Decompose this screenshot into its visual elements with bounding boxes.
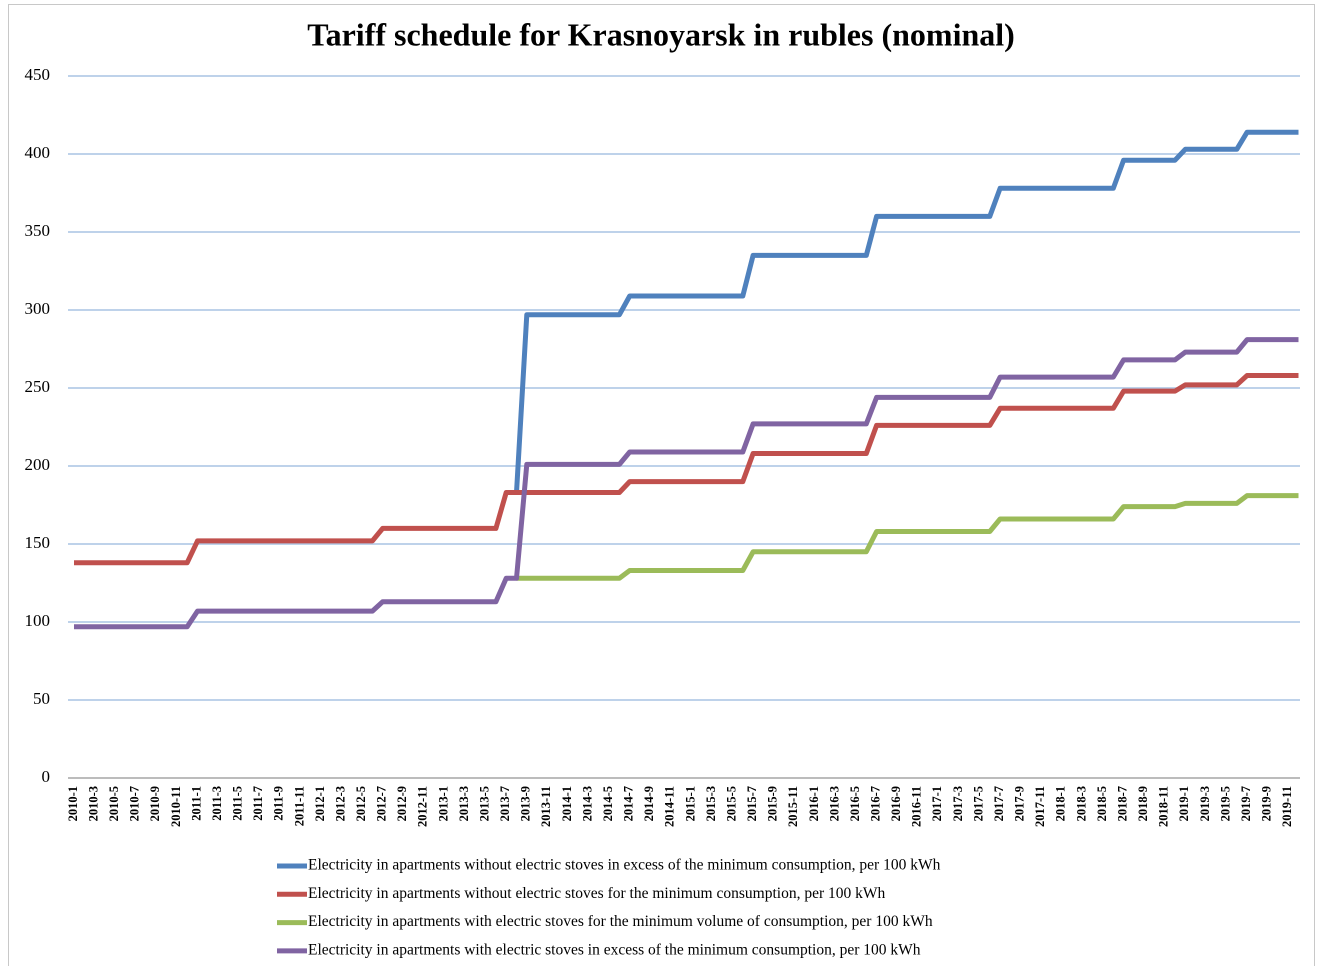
x-tick-label: 2018-7: [1115, 786, 1129, 821]
x-tick-label: 2014-3: [580, 786, 594, 821]
y-tick-label: 0: [42, 767, 51, 786]
y-tick-label: 350: [25, 221, 51, 240]
x-tick-label: 2014-9: [642, 786, 656, 821]
x-tick-label: 2018-11: [1157, 786, 1171, 827]
x-tick-label: 2011-7: [251, 786, 265, 821]
x-tick-label: 2015-3: [704, 786, 718, 821]
x-tick-label: 2017-3: [951, 786, 965, 821]
x-tick-label: 2017-5: [971, 786, 985, 821]
y-tick-label: 450: [25, 65, 51, 84]
x-tick-label: 2014-1: [560, 786, 574, 821]
x-tick-label: 2015-7: [745, 786, 759, 821]
x-tick-label: 2016-3: [827, 786, 841, 821]
x-tick-label: 2010-1: [66, 786, 80, 821]
x-tick-label: 2015-9: [766, 786, 780, 821]
x-tick-label: 2015-11: [786, 786, 800, 827]
x-tick-label: 2019-11: [1280, 786, 1294, 827]
y-tick-label: 100: [25, 611, 51, 630]
x-tick-label: 2013-9: [519, 786, 533, 821]
y-tick-label: 250: [25, 377, 51, 396]
x-tick-label: 2011-5: [231, 786, 245, 821]
x-tick-label: 2019-1: [1177, 786, 1191, 821]
x-tick-label: 2012-7: [375, 786, 389, 821]
chart-border: [8, 4, 1315, 966]
x-tick-label: 2010-11: [169, 786, 183, 827]
x-tick-label: 2017-1: [930, 786, 944, 821]
x-tick-label: 2011-11: [292, 786, 306, 826]
series-line: [74, 373, 1299, 566]
x-tick-label: 2018-3: [1074, 786, 1088, 821]
series-line: [516, 493, 1299, 581]
x-tick-label: 2011-9: [272, 786, 286, 821]
x-tick-label: 2012-5: [354, 786, 368, 821]
x-tick-label: 2015-1: [683, 786, 697, 821]
legend-label: Electricity in apartments with electric …: [308, 913, 933, 930]
x-tick-label: 2013-1: [436, 786, 450, 821]
x-tick-label: 2018-1: [1054, 786, 1068, 821]
x-tick-label: 2016-11: [910, 786, 924, 827]
x-tick-label: 2016-5: [848, 786, 862, 821]
x-tick-label: 2019-7: [1239, 786, 1253, 821]
x-tick-label: 2016-9: [889, 786, 903, 821]
x-tick-label: 2012-9: [395, 786, 409, 821]
x-tick-label: 2016-1: [807, 786, 821, 821]
x-tick-label: 2014-7: [622, 786, 636, 821]
x-tick-label: 2013-7: [498, 786, 512, 821]
x-tick-label: 2013-5: [477, 786, 491, 821]
x-tick-label: 2012-11: [416, 786, 430, 827]
x-tick-label: 2010-5: [107, 786, 121, 821]
chart-title: Tariff schedule for Krasnoyarsk in ruble…: [307, 16, 1015, 52]
x-tick-label: 2012-3: [333, 786, 347, 821]
x-tick-label: 2011-3: [210, 786, 224, 821]
x-tick-label: 2017-9: [1013, 786, 1027, 821]
x-tick-label: 2010-7: [128, 786, 142, 821]
x-tick-label: 2018-5: [1095, 786, 1109, 821]
y-tick-label: 150: [25, 533, 51, 552]
x-tick-label: 2015-5: [724, 786, 738, 821]
legend-label: Electricity in apartments without electr…: [308, 857, 941, 874]
x-tick-label: 2013-3: [457, 786, 471, 821]
y-tick-label: 300: [25, 299, 51, 318]
x-tick-label: 2019-3: [1198, 786, 1212, 821]
x-tick-label: 2018-9: [1136, 786, 1150, 821]
x-tick-label: 2010-3: [86, 786, 100, 821]
series-line: [74, 337, 1299, 630]
series-line: [514, 129, 1299, 493]
y-tick-label: 200: [25, 455, 51, 474]
x-tick-label: 2019-5: [1218, 786, 1232, 821]
x-tick-label: 2014-5: [601, 786, 615, 821]
x-tick-label: 2017-7: [992, 786, 1006, 821]
x-tick-label: 2013-11: [539, 786, 553, 827]
x-tick-label: 2010-9: [148, 786, 162, 821]
x-tick-label: 2019-9: [1260, 786, 1274, 821]
x-tick-label: 2011-1: [189, 786, 203, 821]
y-tick-label: 50: [33, 689, 50, 708]
x-tick-label: 2014-11: [663, 786, 677, 827]
y-tick-label: 400: [25, 143, 51, 162]
legend-label: Electricity in apartments with electric …: [308, 941, 921, 958]
x-tick-label: 2016-7: [868, 786, 882, 821]
legend-label: Electricity in apartments without electr…: [308, 885, 885, 902]
x-tick-label: 2012-1: [313, 786, 327, 821]
x-tick-label: 2017-11: [1033, 786, 1047, 827]
